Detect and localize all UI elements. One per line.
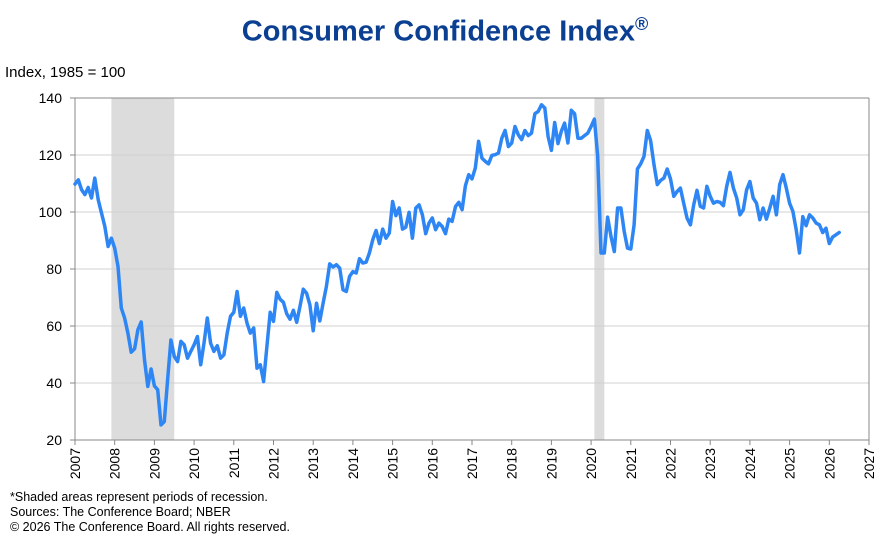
y-tick-label: 60 bbox=[46, 318, 62, 334]
x-tick-labels: 2007 2008 2009 2010 2011 2012 2013 2014 2015 2016… bbox=[67, 448, 877, 479]
x-tick-label: 2025 bbox=[782, 448, 798, 479]
x-tick-label: 2021 bbox=[623, 448, 639, 479]
y-axis-label: Index, 1985 = 100 bbox=[5, 64, 126, 81]
x-tick-label: 2014 bbox=[345, 448, 361, 479]
y-tick-label: 100 bbox=[39, 204, 63, 220]
x-tick-label: 2009 bbox=[146, 448, 162, 479]
x-tick-label: 2007 bbox=[67, 448, 83, 479]
y-tick-label: 40 bbox=[46, 375, 62, 391]
sources-note: Sources: The Conference Board; NBER bbox=[10, 505, 231, 519]
y-tick-label: 80 bbox=[46, 261, 62, 277]
chart-title: Consumer Confidence Index® bbox=[0, 14, 890, 49]
x-tick-label: 2015 bbox=[385, 448, 401, 479]
recession-note: *Shaded areas represent periods of reces… bbox=[10, 490, 268, 504]
x-tick-label: 2010 bbox=[186, 448, 202, 479]
y-tick-label: 120 bbox=[39, 147, 63, 163]
registered-mark: ® bbox=[634, 14, 649, 34]
x-tick-label: 2011 bbox=[226, 448, 242, 478]
axes bbox=[70, 97, 870, 445]
x-tick-label: 2013 bbox=[305, 448, 321, 479]
y-tick-label: 20 bbox=[46, 432, 62, 448]
x-tick-label: 2022 bbox=[663, 448, 679, 479]
x-tick-label: 2024 bbox=[742, 448, 758, 479]
x-tick-label: 2019 bbox=[543, 448, 559, 479]
x-tick-label: 2027 bbox=[861, 448, 877, 479]
footnotes: *Shaded areas represent periods of reces… bbox=[10, 490, 290, 535]
y-tick-labels: 20 40 60 80 100 120 140 bbox=[39, 90, 63, 448]
copyright-note: © 2026 The Conference Board. All rights … bbox=[10, 520, 290, 534]
title-text: Consumer Confidence Index bbox=[241, 15, 635, 48]
series-line bbox=[73, 103, 841, 427]
x-tick-label: 2026 bbox=[821, 448, 837, 479]
x-tick-label: 2008 bbox=[107, 448, 123, 479]
x-tick-label: 2018 bbox=[504, 448, 520, 479]
x-tick-label: 2016 bbox=[424, 448, 440, 479]
x-tick-label: 2020 bbox=[583, 448, 599, 479]
x-tick-label: 2012 bbox=[266, 448, 282, 479]
y-tick-label: 140 bbox=[39, 90, 63, 106]
x-tick-label: 2023 bbox=[702, 448, 718, 479]
x-tick-label: 2017 bbox=[464, 448, 480, 479]
